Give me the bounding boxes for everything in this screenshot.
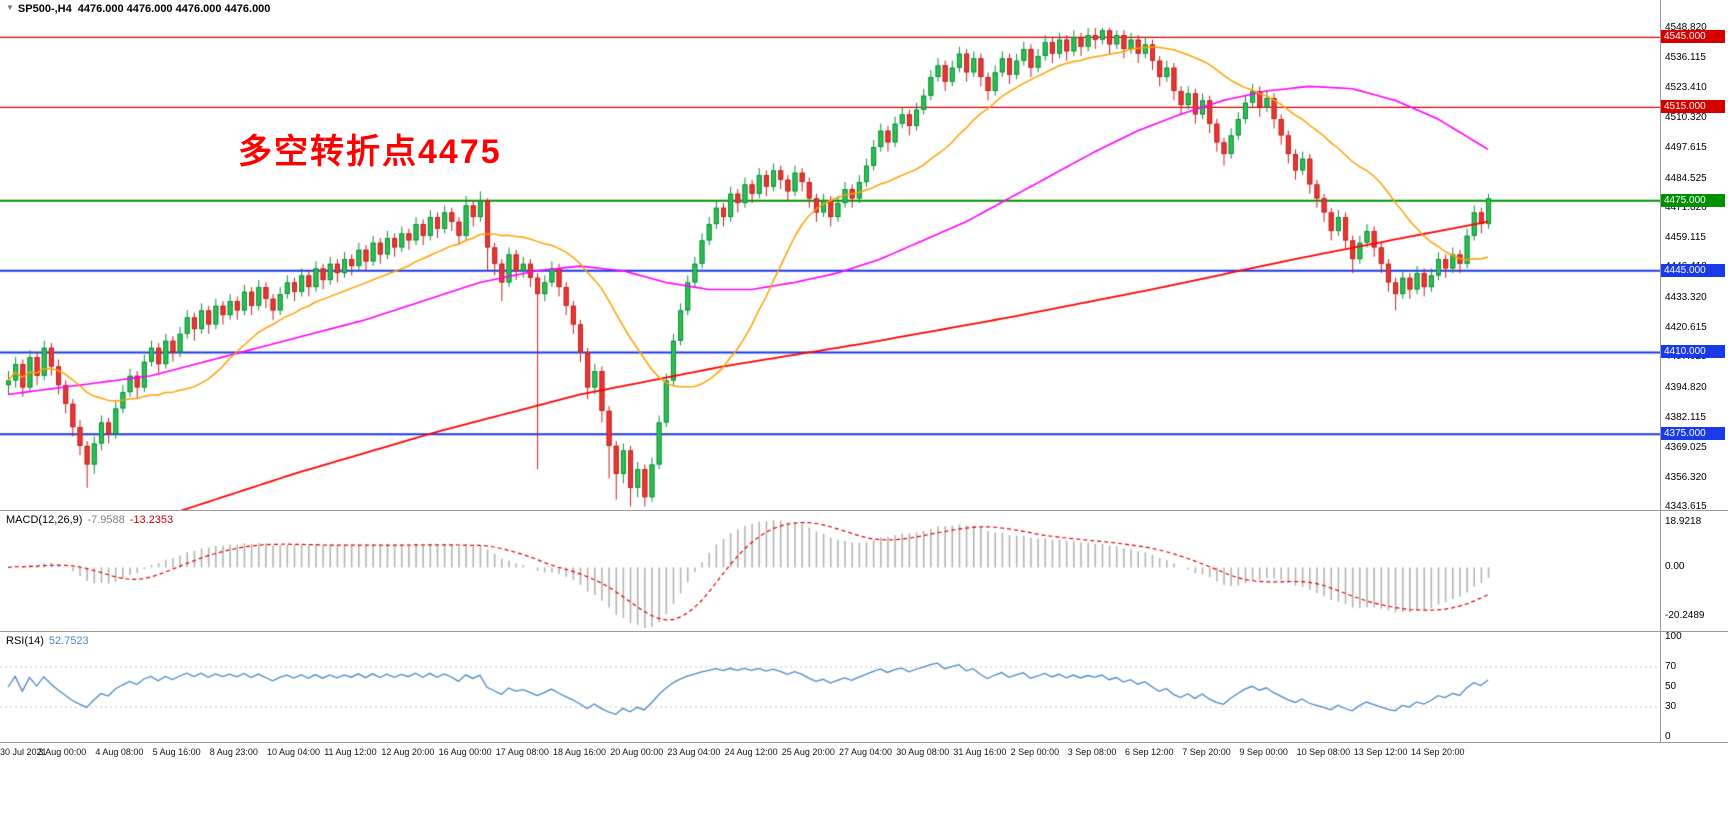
rsi-scale-label: 50 [1665, 681, 1677, 692]
time-axis-label: 7 Sep 20:00 [1182, 747, 1231, 757]
price-scale-label: 4459.115 [1665, 231, 1706, 243]
price-scale-label: 4382.115 [1665, 411, 1706, 423]
price-scale-label: 4356.320 [1665, 471, 1707, 483]
time-axis-label: 2 Sep 00:00 [1010, 747, 1060, 757]
rsi-scale: 100 70 50 30 0 [1661, 631, 1728, 742]
time-axis-label: 24 Aug 12:00 [724, 747, 778, 757]
panel-separator [0, 742, 1728, 743]
rsi-canvas[interactable] [0, 632, 1660, 742]
price-scale-label: 4369.025 [1665, 442, 1707, 454]
scale-divider [1660, 0, 1661, 743]
macd-panel[interactable]: 18.9218 0.00 -20.2489 MACD(12,26,9) -7.9588… [0, 511, 1728, 631]
time-axis-label: 30 Jul 2021 [0, 747, 47, 757]
price-level-badge: 4475.000 [1661, 193, 1725, 207]
macd-indicator-label: MACD(12,26,9) -7.9588 -13.2353 [6, 514, 173, 526]
time-axis[interactable]: 30 Jul 2021 3 Aug 00:00 4 Aug 08:00 5 Aug 1… [0, 744, 1728, 762]
panel-separator[interactable] [0, 631, 1728, 632]
time-axis-label: 6 Sep 12:00 [1125, 747, 1174, 757]
candlestick-chart-canvas[interactable] [0, 0, 1660, 510]
time-axis-label: 31 Aug 16:00 [953, 747, 1007, 757]
price-scale-label: 4471.820 [1665, 202, 1707, 214]
main-chart-panel[interactable]: 4548.820 4536.115 4523.410 4510.320 4497.615… [0, 0, 1728, 513]
time-axis-label: 8 Aug 23:00 [209, 747, 258, 757]
price-level-badge: 4515.000 [1661, 100, 1725, 114]
rsi-scale-label: 0 [1665, 731, 1671, 742]
price-scale-label: 4497.615 [1665, 141, 1707, 153]
time-axis-label: 30 Aug 08:00 [896, 747, 950, 757]
time-axis-label: 23 Aug 04:00 [667, 747, 721, 757]
price-scale-label: 4510.320 [1665, 112, 1707, 124]
price-scale-label: 4536.115 [1665, 52, 1706, 64]
price-scale-label: 4523.410 [1665, 81, 1707, 93]
price-scale[interactable]: 4548.820 4536.115 4523.410 4510.320 4497.615… [1661, 0, 1728, 513]
rsi-title: RSI(14) [6, 635, 44, 647]
symbol-dropdown-icon[interactable]: ▼ [6, 3, 14, 12]
price-level-badge: 4410.000 [1661, 345, 1725, 359]
time-axis-label: 5 Aug 16:00 [152, 747, 201, 757]
rsi-scale-label: 30 [1665, 701, 1677, 712]
macd-scale-label: 18.9218 [1665, 515, 1702, 527]
price-scale-label: 4433.320 [1665, 292, 1707, 304]
time-axis-label: 16 Aug 00:00 [438, 747, 492, 757]
macd-signal-value: -13.2353 [129, 514, 174, 526]
time-axis-label: 25 Aug 20:00 [781, 747, 835, 757]
time-axis-label: 13 Sep 12:00 [1353, 747, 1408, 757]
macd-scale-label: 0.00 [1665, 561, 1685, 573]
time-axis-label: 20 Aug 00:00 [610, 747, 664, 757]
macd-main-value: -7.9588 [87, 514, 125, 526]
time-axis-label: 10 Aug 04:00 [267, 747, 321, 757]
chart-title: ▼ SP500-,H4 4476.000 4476.000 4476.000 447… [6, 3, 270, 15]
time-axis-label: 3 Sep 08:00 [1067, 747, 1117, 757]
price-scale-label: 4420.615 [1665, 321, 1707, 333]
time-axis-label: 12 Aug 20:00 [381, 747, 435, 757]
price-scale-label: 4548.820 [1665, 22, 1707, 34]
macd-scale: 18.9218 0.00 -20.2489 [1661, 511, 1728, 631]
symbol-timeframe-label: SP500-,H4 [17, 3, 72, 15]
rsi-panel[interactable]: 100 70 50 30 0 RSI(14) 52.7523 [0, 631, 1728, 742]
macd-canvas[interactable] [0, 511, 1660, 631]
time-axis-label: 11 Aug 12:00 [324, 747, 377, 757]
price-level-badge: 4445.000 [1661, 263, 1725, 277]
ohlc-quotes: 4476.000 4476.000 4476.000 4476.000 [77, 3, 271, 15]
price-scale-label: 4394.820 [1665, 381, 1707, 393]
trend-annotation: 多空转折点4475 [238, 133, 502, 171]
time-axis-label: 14 Sep 20:00 [1411, 747, 1465, 757]
rsi-scale-label: 100 [1665, 631, 1682, 642]
price-scale-label: 4484.525 [1665, 172, 1707, 184]
macd-title: MACD(12,26,9) [6, 514, 83, 526]
time-axis-label: 27 Aug 04:00 [839, 747, 893, 757]
price-scale-label: 4343.615 [1665, 501, 1707, 513]
time-axis-label: 9 Sep 00:00 [1239, 747, 1288, 757]
price-level-badge: 4545.000 [1661, 30, 1725, 44]
time-axis-label: 3 Aug 00:00 [38, 747, 87, 757]
time-axis-label: 4 Aug 08:00 [95, 747, 144, 757]
rsi-scale-label: 70 [1665, 661, 1677, 672]
price-level-badge: 4375.000 [1661, 427, 1725, 441]
panel-separator[interactable] [0, 510, 1728, 511]
macd-scale-label: -20.2489 [1665, 609, 1705, 621]
rsi-indicator-label: RSI(14) 52.7523 [6, 635, 89, 647]
time-axis-label: 10 Sep 08:00 [1296, 747, 1351, 757]
rsi-value: 52.7523 [48, 635, 89, 647]
time-axis-label: 18 Aug 16:00 [553, 747, 607, 757]
time-axis-label: 17 Aug 08:00 [495, 747, 549, 757]
